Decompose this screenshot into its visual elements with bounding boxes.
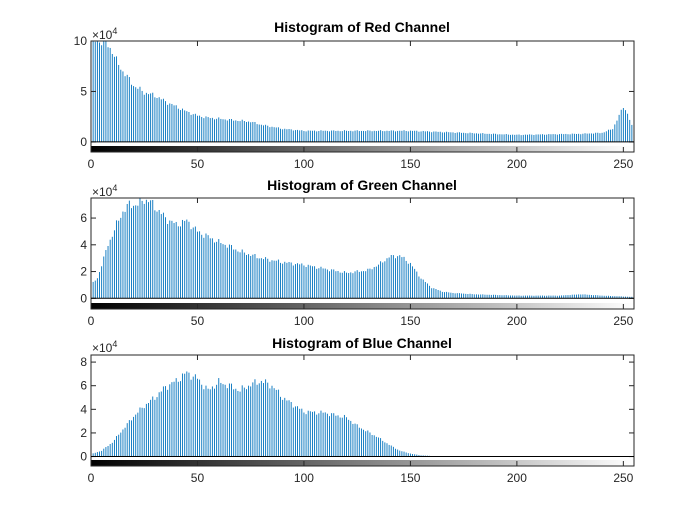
blue-channel-title: Histogram of Blue Channel (272, 335, 452, 351)
x-tick-label: 200 (507, 157, 527, 171)
y-tick-label: 0 (80, 450, 87, 464)
y-tick-label: 6 (80, 211, 87, 225)
green-channel-ticks: 0 50 100 150 200 250 0 2 4 6 (80, 198, 634, 328)
blue-channel-exponent: ×104 (92, 339, 117, 355)
x-tick-label: 150 (400, 471, 420, 485)
x-tick-label: 250 (613, 471, 633, 485)
y-tick-label: 5 (80, 84, 87, 98)
x-tick-label: 100 (294, 157, 314, 171)
x-tick-label: 50 (191, 157, 205, 171)
green-channel-exponent: ×104 (92, 183, 117, 199)
x-tick-label: 100 (294, 314, 314, 328)
y-tick-label: 6 (80, 379, 87, 393)
x-tick-label: 150 (400, 314, 420, 328)
x-tick-label: 250 (613, 314, 633, 328)
x-tick-label: 250 (613, 157, 633, 171)
red-channel-exponent: ×104 (92, 26, 117, 42)
y-tick-label: 2 (80, 426, 87, 440)
x-tick-label: 100 (294, 471, 314, 485)
red-channel-axes-box (90, 40, 635, 153)
blue-channel-panel: Histogram of Blue Channel ×104 0 50 100 150… (80, 335, 635, 485)
y-tick-label: 4 (80, 402, 87, 416)
red-channel-ticks: 0 50 100 150 200 250 0 5 10 (74, 34, 634, 171)
x-tick-label: 200 (507, 314, 527, 328)
red-channel-title: Histogram of Red Channel (274, 19, 450, 35)
y-tick-label: 4 (80, 238, 87, 252)
blue-channel-gradient-strip (91, 460, 634, 466)
y-tick-label: 10 (74, 34, 88, 48)
x-tick-label: 0 (88, 471, 95, 485)
green-channel-title: Histogram of Green Channel (267, 177, 457, 193)
x-tick-label: 0 (88, 314, 95, 328)
y-tick-label: 0 (80, 291, 87, 305)
blue-channel-ticks: 0 50 100 150 200 250 0 2 4 6 8 (80, 355, 634, 485)
x-tick-label: 200 (507, 471, 527, 485)
blue-channel-axes-box (90, 354, 635, 467)
x-tick-label: 150 (400, 157, 420, 171)
x-tick-label: 50 (191, 471, 205, 485)
green-channel-axes-box (90, 197, 635, 310)
green-channel-panel: Histogram of Green Channel ×104 0 50 100 15… (80, 177, 635, 328)
y-tick-label: 8 (80, 355, 87, 369)
blue-channel-bars (90, 371, 452, 457)
red-channel-gradient-strip (91, 146, 634, 152)
green-channel-gradient-strip (91, 303, 634, 309)
green-channel-bars (90, 198, 635, 299)
red-channel-panel: Histogram of Red Channel ×104 0 50 100 150 2… (74, 19, 635, 171)
x-tick-label: 0 (88, 157, 95, 171)
y-tick-label: 0 (80, 135, 87, 149)
x-tick-label: 50 (191, 314, 205, 328)
red-channel-bars (90, 41, 635, 142)
y-tick-label: 2 (80, 265, 87, 279)
